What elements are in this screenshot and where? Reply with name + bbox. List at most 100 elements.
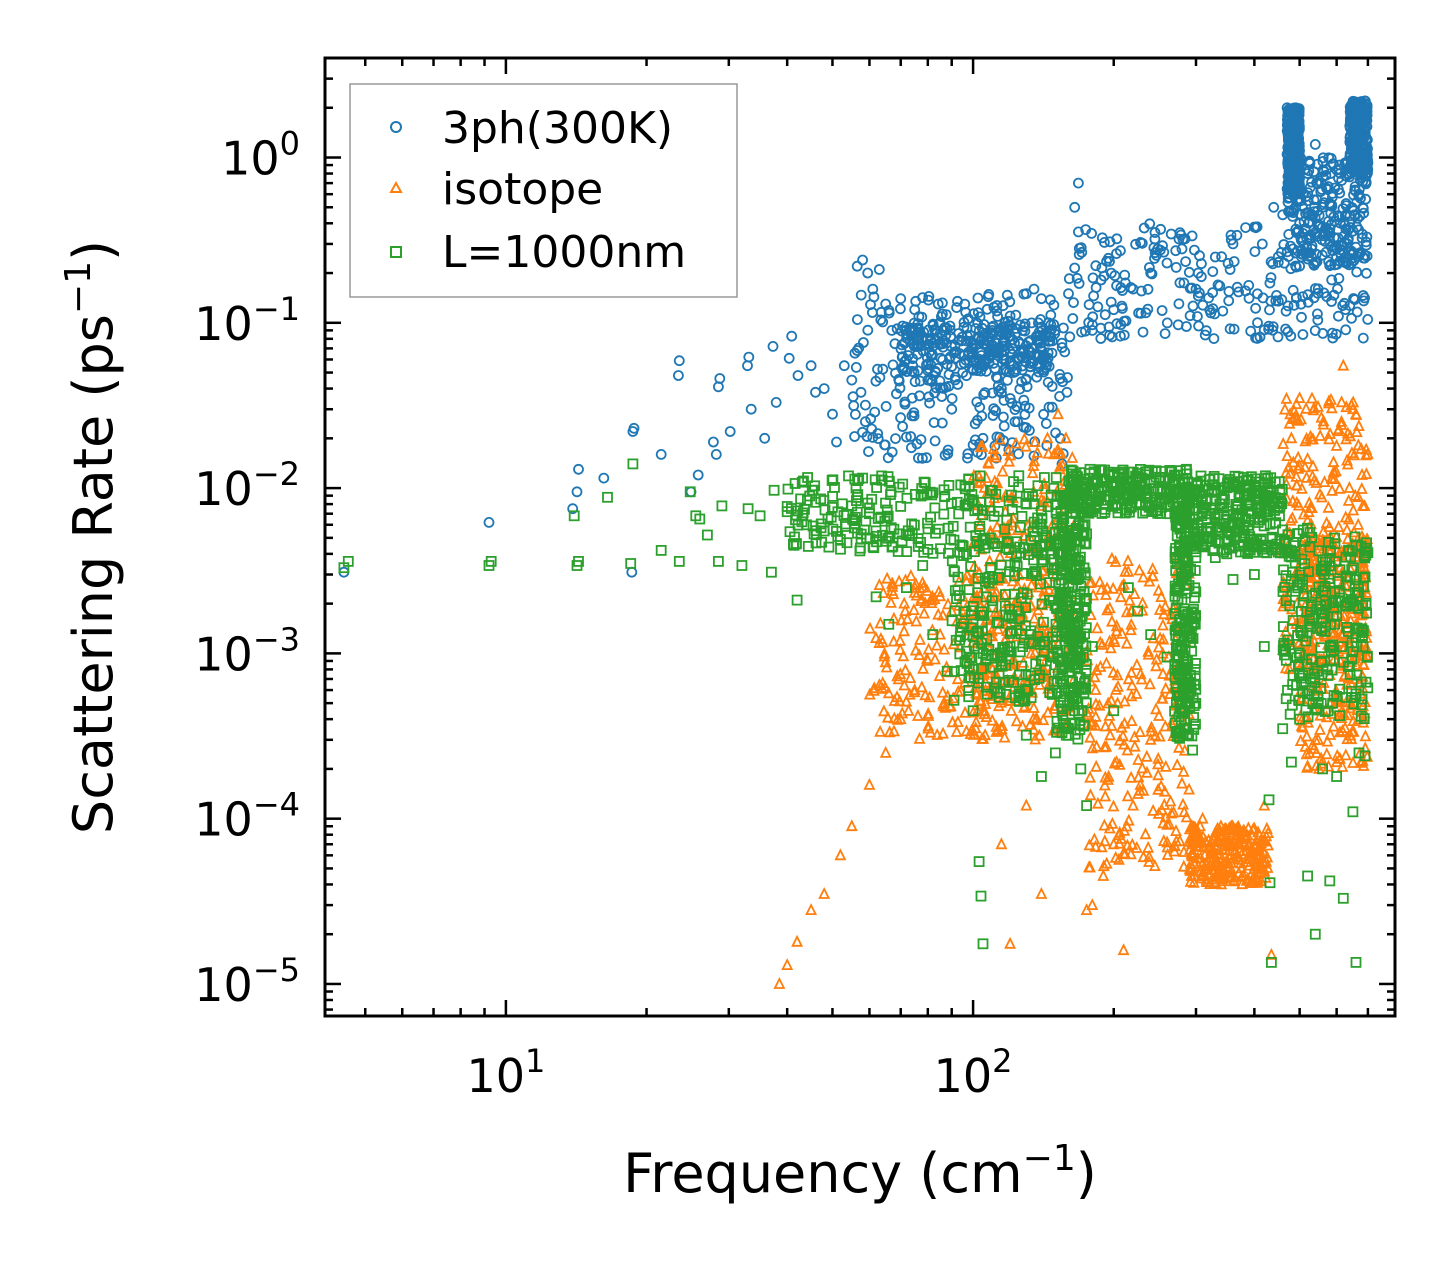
- data-point: [1096, 262, 1108, 274]
- data-point: [969, 418, 981, 430]
- data-point: [1326, 274, 1338, 286]
- data-point: [1334, 710, 1345, 722]
- data-point: [880, 660, 893, 673]
- data-point: [1128, 739, 1141, 752]
- data-point: [1165, 806, 1178, 819]
- data-point: [1302, 289, 1314, 301]
- data-point: [1159, 681, 1172, 694]
- data-point: [1243, 852, 1256, 865]
- data-point: [1248, 488, 1260, 500]
- data-point: [1300, 729, 1313, 742]
- data-point: [1307, 432, 1319, 445]
- data-point: [1213, 537, 1225, 549]
- data-point: [1078, 603, 1090, 615]
- data-point: [1080, 665, 1092, 676]
- data-point: [1278, 402, 1291, 415]
- data-point: [1017, 568, 1028, 579]
- data-point: [899, 604, 912, 616]
- data-point: [1039, 639, 1050, 651]
- data-point: [1084, 770, 1097, 783]
- data-point: [483, 517, 495, 528]
- data-point: [1362, 313, 1374, 325]
- data-point: [963, 691, 975, 703]
- data-point: [922, 374, 934, 386]
- data-point: [1335, 395, 1348, 408]
- data-point: [1286, 205, 1297, 217]
- data-point: [1007, 654, 1020, 667]
- data-point: [1175, 523, 1187, 534]
- data-point: [1096, 232, 1108, 244]
- data-point: [1078, 684, 1090, 695]
- data-point: [946, 393, 958, 405]
- data-point: [921, 488, 933, 500]
- data-point: [827, 474, 839, 486]
- data-point: [1346, 312, 1357, 324]
- data-point: [1113, 733, 1126, 746]
- data-point: [1168, 844, 1181, 857]
- data-point: [1301, 451, 1314, 464]
- data-point: [1342, 512, 1355, 525]
- data-point: [1190, 546, 1202, 558]
- data-point: [1327, 719, 1340, 732]
- data-point: [1074, 555, 1085, 567]
- data-point: [1280, 305, 1292, 317]
- data-point: [1353, 183, 1365, 195]
- data-point: [1142, 644, 1155, 657]
- data-point: [953, 508, 965, 520]
- data-point: [1100, 656, 1113, 669]
- data-point: [1059, 615, 1071, 627]
- data-point: [1264, 485, 1276, 497]
- data-point: [1003, 544, 1015, 555]
- data-point: [1034, 669, 1045, 681]
- data-point: [921, 583, 934, 596]
- data-point: [792, 370, 804, 381]
- data-point: [1072, 655, 1083, 667]
- data-point: [1326, 296, 1337, 307]
- data-point: [869, 406, 881, 418]
- data-point: [1152, 768, 1165, 781]
- data-point: [1105, 718, 1118, 731]
- data-point: [901, 492, 913, 504]
- data-point: [1077, 682, 1088, 694]
- data-point: [968, 601, 979, 612]
- data-point: [1361, 537, 1372, 549]
- data-point: [873, 578, 886, 590]
- data-point: [1283, 228, 1295, 240]
- data-point: [1020, 602, 1031, 613]
- data-point: [1352, 531, 1365, 544]
- data-point: [1014, 521, 1026, 533]
- data-point: [899, 337, 911, 348]
- data-point: [1337, 358, 1350, 371]
- data-point: [1300, 704, 1312, 716]
- data-point: [1224, 865, 1237, 878]
- data-point: [1242, 499, 1254, 511]
- data-point: [724, 426, 736, 437]
- data-point: [1120, 819, 1133, 832]
- data-point: [1142, 283, 1154, 295]
- data-point: [858, 337, 869, 348]
- data-point: [1290, 129, 1302, 141]
- data-point: [1090, 498, 1102, 510]
- data-point: [992, 310, 1003, 322]
- data-point: [1348, 293, 1359, 304]
- data-point: [1019, 318, 1031, 330]
- data-point: [869, 474, 881, 486]
- data-point: [1169, 584, 1181, 596]
- data-point: [1357, 202, 1369, 213]
- data-point: [1157, 607, 1170, 620]
- data-point: [1327, 465, 1340, 478]
- data-point: [1149, 252, 1160, 264]
- data-point: [1059, 431, 1072, 444]
- data-point: [1130, 840, 1143, 853]
- data-point: [1238, 536, 1249, 548]
- data-point: [1102, 769, 1115, 782]
- data-point: [1212, 850, 1225, 863]
- data-point: [1005, 703, 1018, 716]
- data-point: [1174, 227, 1186, 239]
- data-point: [1141, 484, 1152, 496]
- data-point: [851, 260, 863, 272]
- data-point: [1333, 310, 1344, 322]
- data-point: [1359, 252, 1370, 264]
- data-point: [1323, 152, 1335, 164]
- data-point: [1276, 483, 1288, 495]
